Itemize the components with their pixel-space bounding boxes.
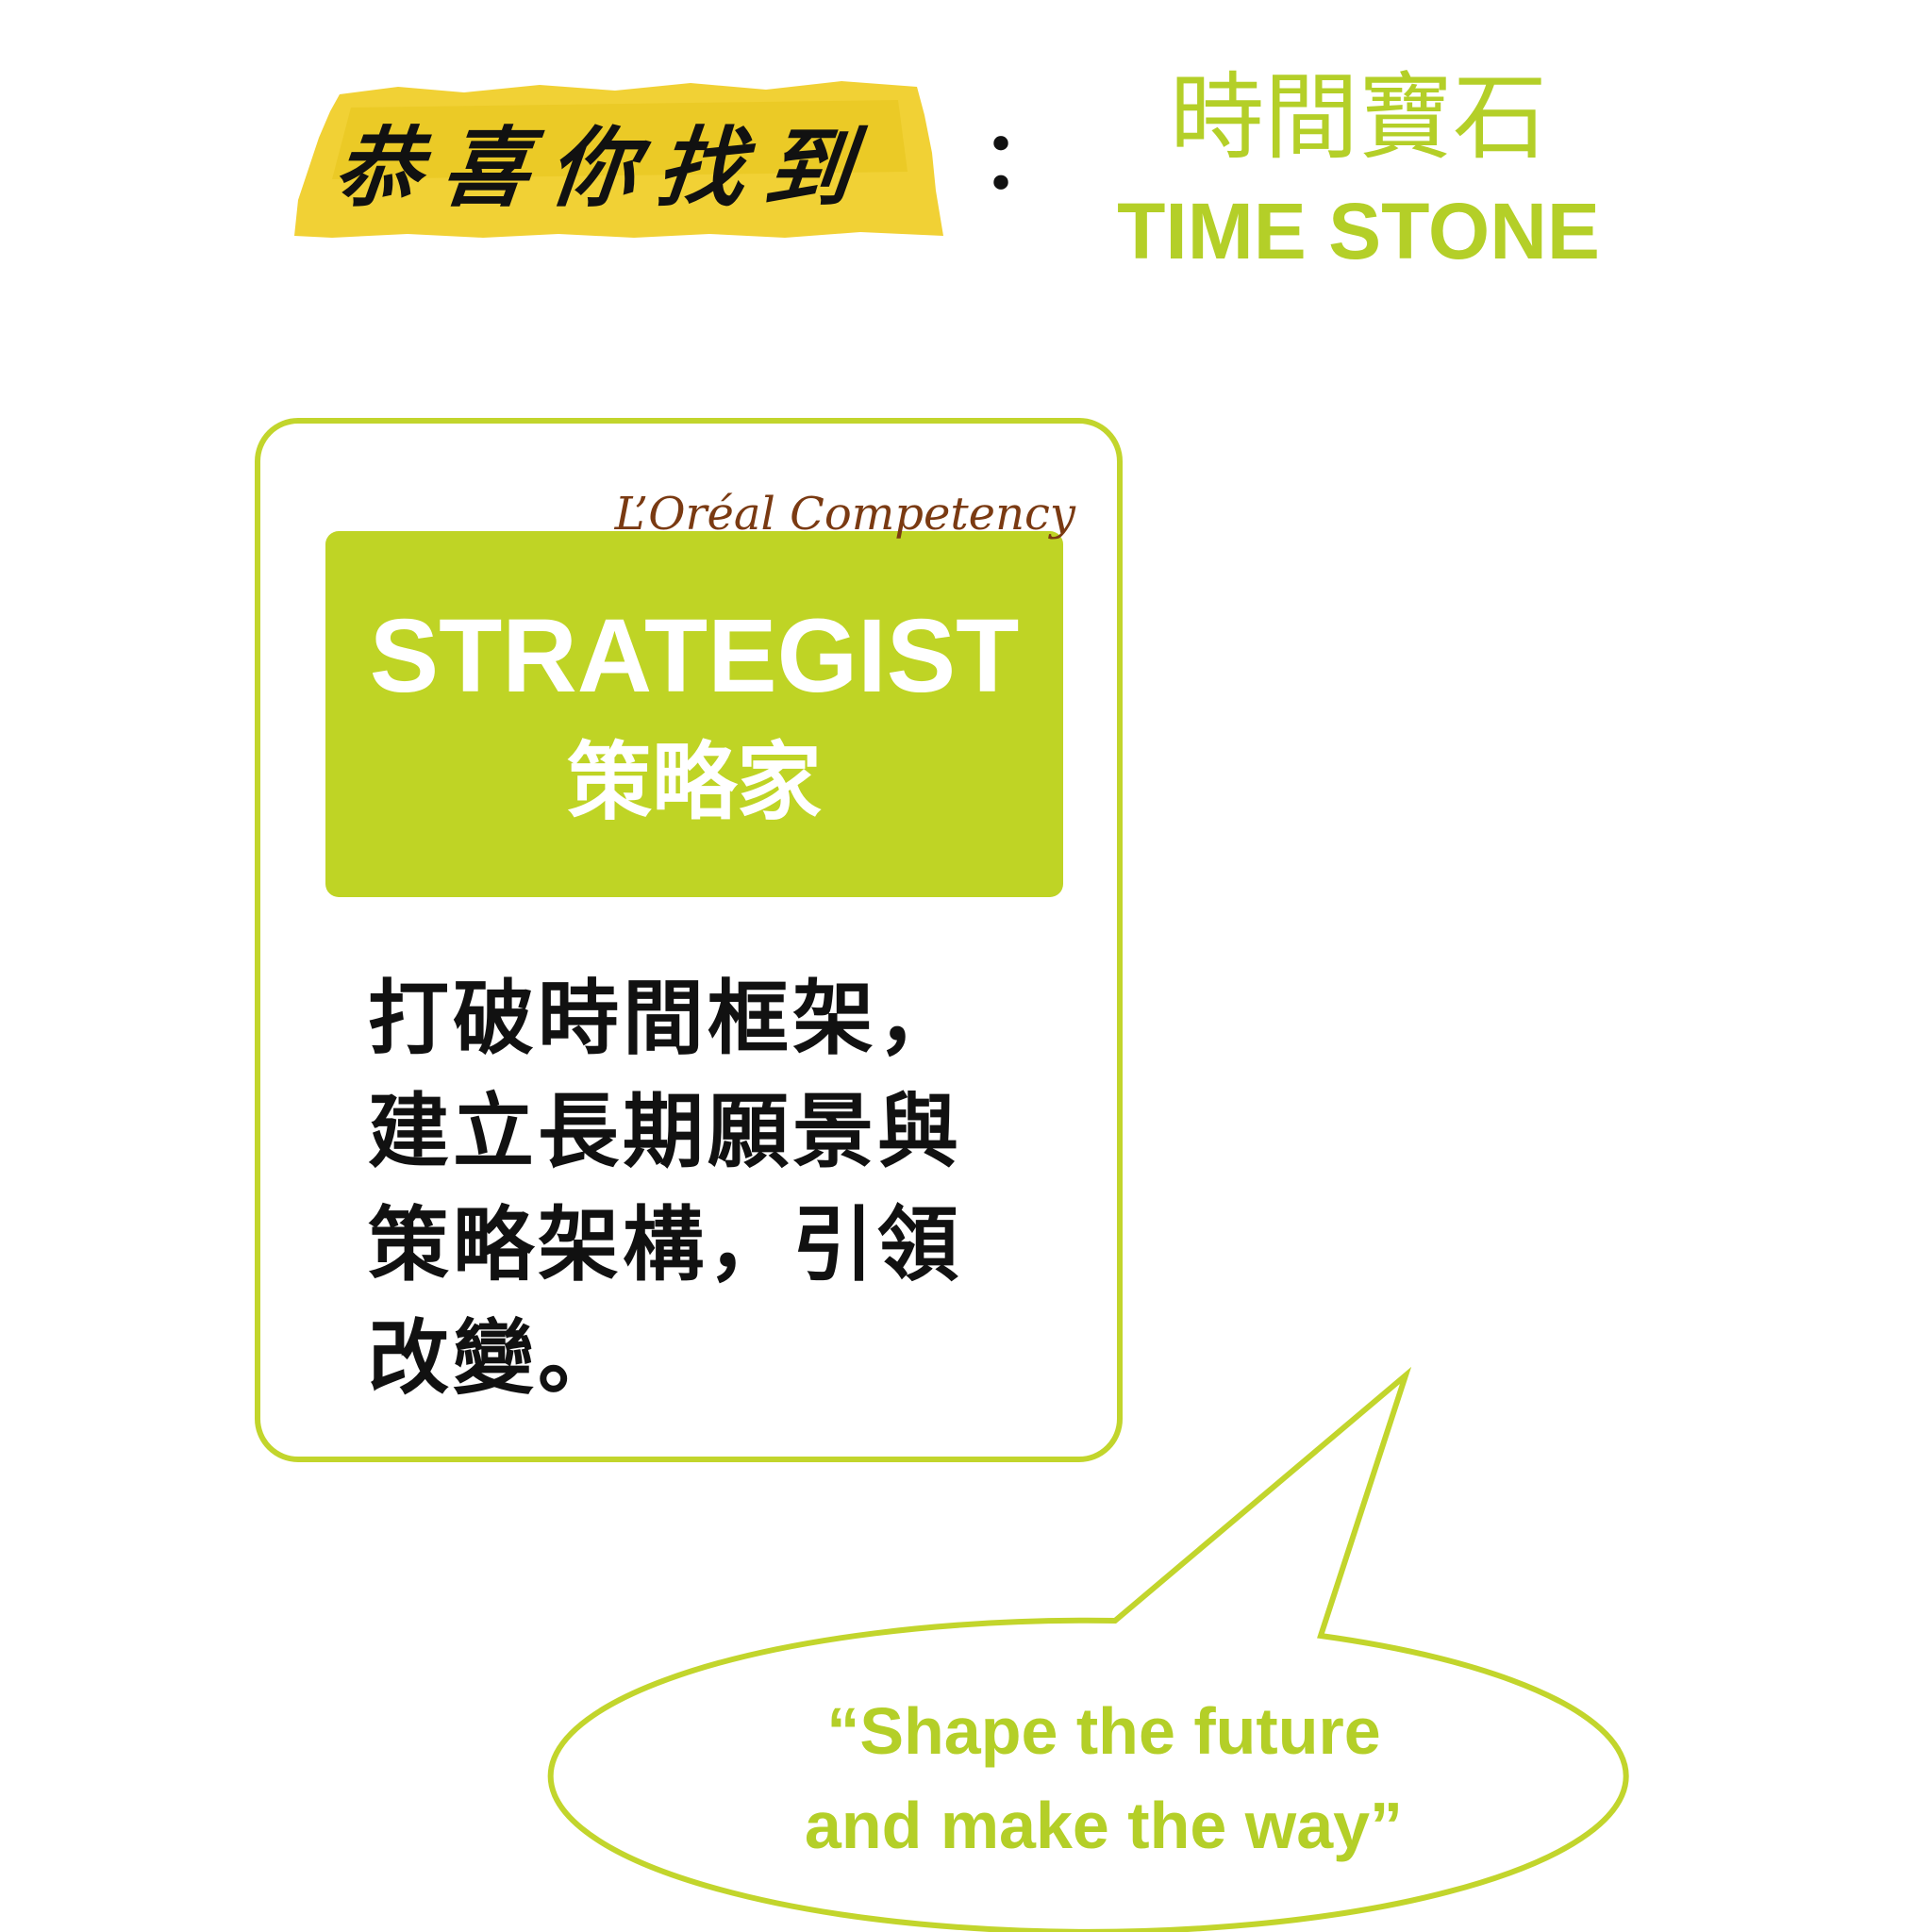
- stone-name-en: TIME STONE: [1117, 187, 1600, 275]
- header-script-text: 恭喜你找到: [329, 117, 878, 219]
- description-line: 建立長期願景與: [368, 1085, 962, 1179]
- header-highlight-brush: [294, 58, 943, 238]
- stone-name-zh: 時間寶石: [1170, 62, 1547, 173]
- competency-label: L’Oréal Competency: [614, 488, 1075, 541]
- description: 打破時間框架， 建立長期願景與 策略架構，引領 改變。: [368, 962, 1047, 1415]
- quote-line: and make the way”: [804, 1789, 1404, 1862]
- description-line: 策略架構，引領: [368, 1198, 962, 1292]
- title-en: STRATEGIST: [369, 598, 1020, 714]
- quote-line: “Shape the future: [826, 1694, 1381, 1768]
- header-colon: ：: [981, 114, 1061, 207]
- title-banner: [325, 531, 1063, 897]
- title-zh: 策略家: [567, 733, 822, 832]
- quote: “Shape the future and make the way”: [717, 1684, 1491, 1873]
- description-line: 打破時間框架，: [368, 972, 962, 1066]
- description-line: 改變。: [368, 1311, 623, 1406]
